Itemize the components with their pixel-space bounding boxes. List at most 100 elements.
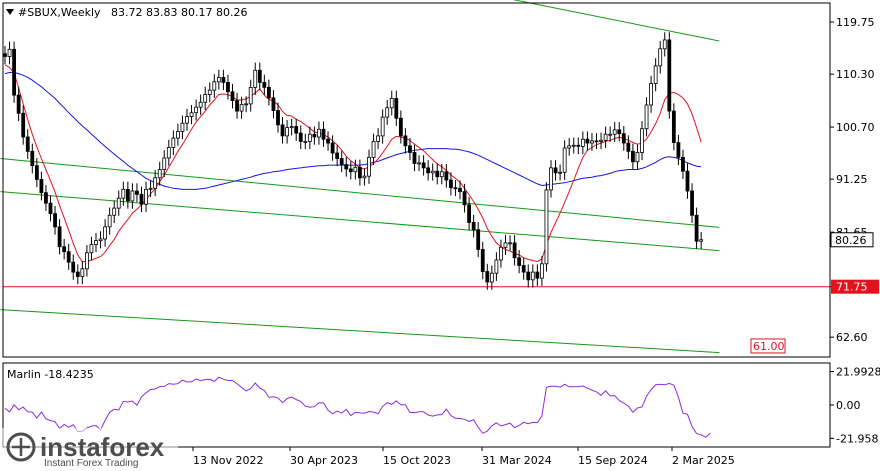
candle[interactable]: [98, 231, 103, 249]
candle[interactable]: [485, 263, 490, 290]
candle[interactable]: [599, 132, 603, 150]
candle[interactable]: [235, 92, 239, 119]
candle[interactable]: [25, 129, 30, 160]
candle[interactable]: [567, 138, 572, 156]
candle[interactable]: [339, 150, 344, 173]
candle[interactable]: [690, 183, 694, 224]
candle[interactable]: [212, 74, 217, 98]
candle[interactable]: [694, 207, 699, 249]
candle[interactable]: [303, 133, 308, 150]
candle[interactable]: [21, 105, 26, 145]
candle[interactable]: [276, 102, 280, 133]
candle[interactable]: [153, 170, 158, 196]
candle[interactable]: [66, 243, 71, 270]
candle[interactable]: [621, 125, 626, 151]
candle[interactable]: [71, 254, 76, 280]
candle[interactable]: [553, 160, 558, 181]
candle[interactable]: [57, 219, 62, 255]
candle[interactable]: [540, 256, 544, 286]
candle[interactable]: [294, 118, 299, 141]
candle[interactable]: [89, 236, 94, 261]
candle[interactable]: [116, 190, 121, 216]
candle[interactable]: [631, 143, 635, 170]
candle[interactable]: [558, 164, 562, 181]
candle[interactable]: [348, 161, 353, 180]
candle[interactable]: [144, 181, 148, 212]
candle[interactable]: [398, 110, 403, 144]
candle[interactable]: [203, 86, 208, 110]
candle[interactable]: [439, 164, 444, 185]
candle[interactable]: [289, 118, 294, 136]
candle[interactable]: [653, 58, 658, 92]
candle[interactable]: [321, 121, 326, 147]
candle[interactable]: [326, 131, 330, 151]
candle[interactable]: [344, 156, 349, 177]
candle[interactable]: [571, 137, 576, 154]
candle[interactable]: [612, 122, 617, 142]
candle[interactable]: [421, 155, 426, 176]
candle[interactable]: [185, 108, 189, 131]
candle[interactable]: [135, 183, 139, 203]
candle[interactable]: [221, 69, 226, 91]
candle[interactable]: [681, 149, 685, 179]
candle[interactable]: [385, 100, 390, 125]
candle[interactable]: [12, 41, 17, 103]
candle[interactable]: [166, 139, 171, 166]
candle[interactable]: [257, 62, 262, 91]
candle[interactable]: [253, 62, 258, 96]
candle[interactable]: [471, 214, 476, 238]
candle[interactable]: [530, 264, 535, 288]
candle[interactable]: [298, 125, 303, 150]
collapse-triangle-icon[interactable]: [6, 9, 14, 15]
candle[interactable]: [494, 252, 499, 281]
candle[interactable]: [517, 250, 522, 274]
candle[interactable]: [412, 144, 417, 172]
candle[interactable]: [685, 163, 690, 199]
candle[interactable]: [226, 74, 230, 100]
candle[interactable]: [394, 90, 399, 126]
candle[interactable]: [376, 128, 381, 150]
candle[interactable]: [39, 171, 44, 201]
candle[interactable]: [230, 84, 235, 109]
candle[interactable]: [508, 235, 512, 251]
candle[interactable]: [107, 207, 112, 235]
candle[interactable]: [85, 245, 89, 277]
candle[interactable]: [435, 163, 440, 185]
candle[interactable]: [362, 168, 367, 186]
candle[interactable]: [462, 183, 467, 213]
candle[interactable]: [34, 157, 39, 188]
candle[interactable]: [476, 221, 481, 258]
candle[interactable]: [521, 257, 526, 280]
candle[interactable]: [403, 128, 408, 154]
candle[interactable]: [699, 232, 704, 249]
candle[interactable]: [198, 94, 203, 115]
candle[interactable]: [430, 163, 435, 181]
candle[interactable]: [671, 103, 676, 151]
candle[interactable]: [576, 137, 581, 155]
candle[interactable]: [130, 183, 135, 209]
candle[interactable]: [676, 134, 681, 166]
candle[interactable]: [312, 126, 317, 145]
candle[interactable]: [549, 160, 553, 198]
candle[interactable]: [280, 117, 285, 144]
candle[interactable]: [658, 41, 663, 74]
candle[interactable]: [53, 205, 57, 235]
candle[interactable]: [426, 160, 431, 181]
candle[interactable]: [544, 182, 549, 272]
candle[interactable]: [499, 239, 503, 268]
candle[interactable]: [75, 264, 80, 285]
candle[interactable]: [194, 99, 199, 121]
candle[interactable]: [585, 131, 590, 151]
candle[interactable]: [535, 264, 540, 286]
candle[interactable]: [262, 74, 267, 96]
candle[interactable]: [590, 133, 594, 151]
candle[interactable]: [640, 121, 644, 161]
candle[interactable]: [649, 75, 653, 113]
candle[interactable]: [175, 123, 180, 146]
candle[interactable]: [103, 219, 107, 247]
candle[interactable]: [617, 122, 622, 142]
candle[interactable]: [467, 197, 472, 231]
candle[interactable]: [216, 69, 221, 90]
candle[interactable]: [307, 126, 312, 150]
candle[interactable]: [112, 200, 117, 224]
